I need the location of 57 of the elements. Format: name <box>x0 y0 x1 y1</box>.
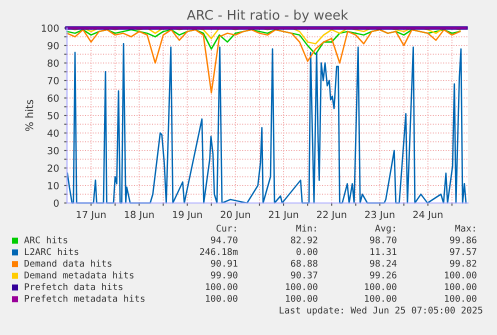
legend-label: Demand data hits <box>24 260 112 267</box>
text: 99.90 <box>210 272 238 278</box>
x-tick-label: 19 Jun <box>173 210 202 220</box>
text: Cur: <box>216 224 236 232</box>
y-tick-label: 50 <box>48 112 59 120</box>
text: 90.37 <box>290 272 318 278</box>
text: 98.70 <box>370 236 396 244</box>
y-tick-label: 70 <box>48 76 59 84</box>
text: 99.82 <box>450 260 476 267</box>
y-tick-label: 30 <box>48 146 59 154</box>
legend-label: Prefetch data hits <box>24 283 122 290</box>
text: 68.88 <box>291 260 318 267</box>
y-tick-label: 80 <box>48 59 59 67</box>
text: 97.57 <box>450 248 476 256</box>
text: 98.24 <box>370 260 397 267</box>
text: 100.00 <box>206 283 238 290</box>
y-axis-title: % hits <box>25 100 34 132</box>
x-tick-label: 20 Jun <box>220 210 250 220</box>
text: 0.00 <box>296 248 318 256</box>
text: 94.70 <box>210 236 238 244</box>
legend-label: ARC hits <box>24 236 68 244</box>
legend-label: L2ARC hits <box>24 248 78 256</box>
y-tick-label: 0 <box>54 199 59 207</box>
text: 90.91 <box>210 260 238 267</box>
text: 100.00 <box>444 272 476 278</box>
y-tick-label: 40 <box>47 129 59 137</box>
text: 100.00 <box>364 294 396 302</box>
text: 100.00 <box>444 283 476 290</box>
x-tick-label: 24 Jun <box>413 210 442 220</box>
y-tick-label: 10 <box>48 182 59 190</box>
text: Max: <box>455 224 475 232</box>
text: 246.18m <box>200 248 238 256</box>
x-tick-label: 17 Jun <box>76 210 106 220</box>
y-tick-label: 100 <box>42 24 59 32</box>
text: Avg: <box>375 224 395 234</box>
text: 100.00 <box>286 294 318 302</box>
y-tick-label: 90 <box>48 42 59 50</box>
text: 11.31 <box>370 248 396 256</box>
text: 100.00 <box>206 294 238 302</box>
text: 99.86 <box>450 236 476 244</box>
legend-label: Demand metadata hits <box>24 271 134 278</box>
x-tick-label: 21 Jun <box>268 210 298 220</box>
text: Min: <box>296 224 316 232</box>
text: 100.00 <box>364 283 396 290</box>
chart-title: ARC - Hit ratio - by week <box>186 10 348 22</box>
x-tick-label: 23 Jun <box>365 210 394 220</box>
y-tick-label: 60 <box>48 94 59 102</box>
text: 100.00 <box>444 294 476 302</box>
text: 99.26 <box>370 272 396 278</box>
text: 100.00 <box>286 283 318 290</box>
x-tick-label: 18 Jun <box>124 210 154 220</box>
line-series <box>66 29 461 94</box>
y-tick-label: 20 <box>48 164 59 172</box>
text: Last update: Wed Jun 25 07:05:00 2025 <box>280 306 482 316</box>
legend-label: Prefetch metadata hits <box>24 294 145 302</box>
x-tick-label: 22 Jun <box>317 210 346 220</box>
text: 82.92 <box>290 236 318 244</box>
